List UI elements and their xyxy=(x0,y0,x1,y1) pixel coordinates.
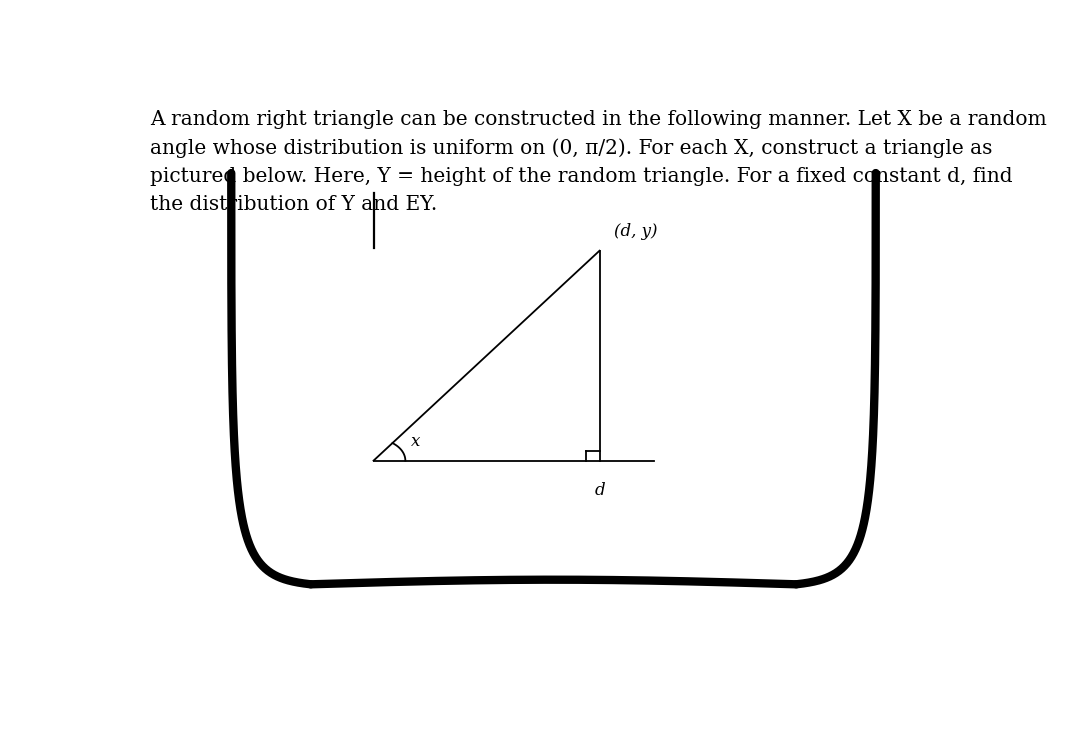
Text: x: x xyxy=(410,433,420,450)
Text: (d, y): (d, y) xyxy=(613,223,658,241)
Text: d: d xyxy=(594,482,605,499)
Text: A random right triangle can be constructed in the following manner. Let X be a r: A random right triangle can be construct… xyxy=(150,110,1047,214)
